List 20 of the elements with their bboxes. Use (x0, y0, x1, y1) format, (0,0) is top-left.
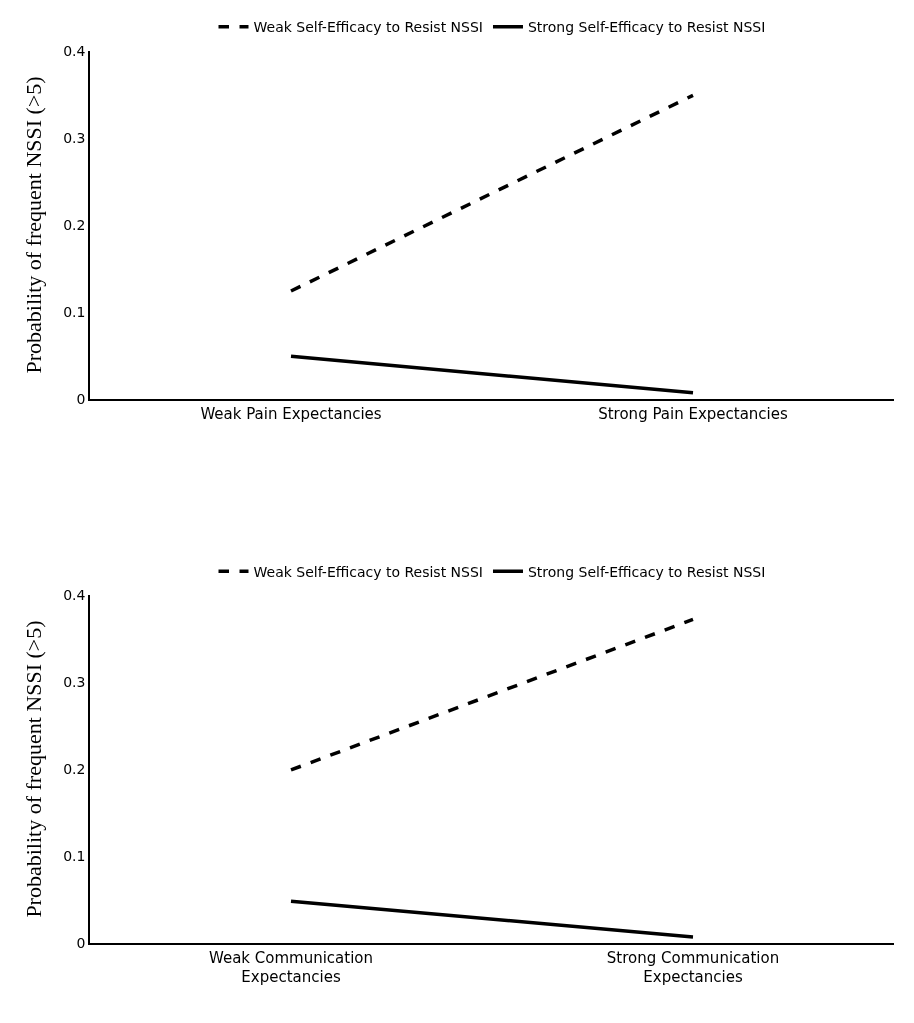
legend-label: Strong Self-Efficacy to Resist NSSI (527, 563, 766, 580)
y-tick-label: 0.1 (63, 847, 86, 864)
y-tick-label: 0.2 (63, 216, 86, 233)
y-tick-label: 0.4 (63, 42, 86, 59)
x-tick-label: Weak Communication Expectancies (208, 948, 374, 987)
y-axis-title: Probability of frequent NSSI (>5) (21, 620, 47, 918)
y-tick-label: 0.3 (63, 129, 86, 146)
legend-label: Weak Self-Efficacy to Resist NSSI (253, 19, 483, 36)
x-tick-label: Strong Pain Expectancies (598, 404, 788, 423)
y-tick-label: 0.1 (63, 303, 86, 320)
y-tick-label: 0.2 (63, 760, 86, 777)
x-tick-label: Strong Communication Expectancies (606, 948, 780, 987)
legend-label: Weak Self-Efficacy to Resist NSSI (253, 563, 483, 580)
y-axis-title: Probability of frequent NSSI (>5) (21, 76, 47, 374)
y-tick-label: 0 (76, 934, 86, 951)
y-tick-label: 0.3 (63, 673, 86, 690)
x-tick-label: Weak Pain Expectancies (200, 404, 382, 423)
y-tick-label: 0 (76, 390, 86, 407)
legend-label: Strong Self-Efficacy to Resist NSSI (527, 19, 766, 36)
y-tick-label: 0.4 (63, 587, 86, 604)
